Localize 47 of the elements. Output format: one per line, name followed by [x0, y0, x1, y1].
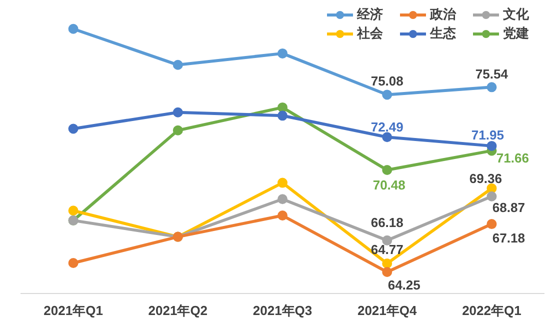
- data-label: 70.48: [372, 178, 406, 193]
- point: [68, 258, 78, 268]
- data-label: 75.08: [370, 73, 404, 88]
- point: [382, 90, 392, 100]
- point: [68, 24, 78, 34]
- point: [382, 132, 392, 142]
- point: [486, 191, 497, 202]
- point: [278, 110, 288, 121]
- point: [278, 178, 288, 188]
- point: [172, 125, 183, 136]
- x-tick-label: 2022年Q1: [462, 302, 522, 318]
- x-tick-label: 2021年Q3: [252, 302, 312, 318]
- data-label: 72.49: [370, 120, 404, 135]
- point: [486, 219, 497, 230]
- legend-label: 文化: [502, 6, 530, 22]
- point: [382, 258, 392, 268]
- point: [278, 102, 288, 112]
- data-label: 66.18: [370, 214, 404, 230]
- data-label: 68.87: [492, 200, 525, 215]
- point: [278, 48, 288, 58]
- x-tick-label: 2021年Q2: [148, 302, 208, 318]
- point: [382, 165, 392, 176]
- point: [382, 267, 392, 278]
- data-label: 71.66: [496, 150, 529, 166]
- data-label: 71.95: [471, 128, 504, 143]
- point: [172, 107, 183, 118]
- legend-label: 政治: [429, 6, 457, 22]
- point: [486, 183, 497, 194]
- point: [278, 194, 288, 204]
- point: [68, 124, 78, 134]
- point: [486, 82, 497, 92]
- legend-label: 经济: [356, 6, 383, 22]
- data-label: 75.54: [475, 66, 509, 82]
- x-tick-label: 2021年Q1: [44, 302, 103, 318]
- point: [278, 210, 288, 221]
- data-label: 64.77: [370, 242, 404, 258]
- data-label: 67.18: [492, 230, 525, 246]
- x-tick-label: 2021年Q4: [357, 302, 418, 318]
- legend-label: 生态: [429, 26, 457, 41]
- point: [486, 140, 497, 151]
- legend-label: 党建: [502, 26, 529, 41]
- point: [68, 206, 78, 216]
- legend-label: 社会: [356, 26, 384, 41]
- point: [382, 235, 392, 246]
- data-label: 69.36: [469, 170, 502, 186]
- data-label: 64.25: [388, 278, 420, 293]
- point: [172, 60, 183, 70]
